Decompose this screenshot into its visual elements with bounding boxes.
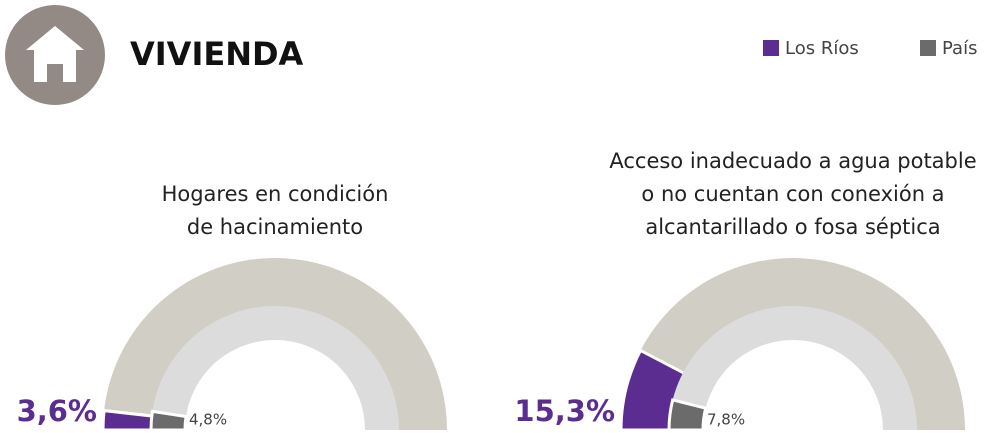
gauge-track <box>621 258 965 430</box>
legend-label: País <box>942 38 977 59</box>
value-label: 7,8% <box>707 411 745 429</box>
legend-swatch <box>920 40 936 56</box>
gauge-arc <box>149 409 188 432</box>
value-label: 4,8% <box>189 411 227 429</box>
chart-title: de hacinamiento <box>187 215 363 239</box>
gauge-arc <box>667 398 708 432</box>
legend-label: Los Ríos <box>785 38 859 59</box>
chart-title: Hogares en condición <box>162 182 389 206</box>
legend-swatch <box>763 40 779 56</box>
value-label: 15,3% <box>514 394 615 428</box>
chart-title: Acceso inadecuado a agua potable <box>609 149 976 173</box>
page-title: VIVIENDA <box>130 35 304 73</box>
chart-title: alcantarillado o fosa séptica <box>645 215 940 239</box>
house-icon <box>5 5 105 105</box>
chart-title: o no cuentan con conexión a <box>641 182 944 206</box>
gauge-track <box>103 258 447 430</box>
gauge-track <box>669 306 917 430</box>
value-label: 3,6% <box>17 394 97 428</box>
gauge-track <box>151 306 399 430</box>
